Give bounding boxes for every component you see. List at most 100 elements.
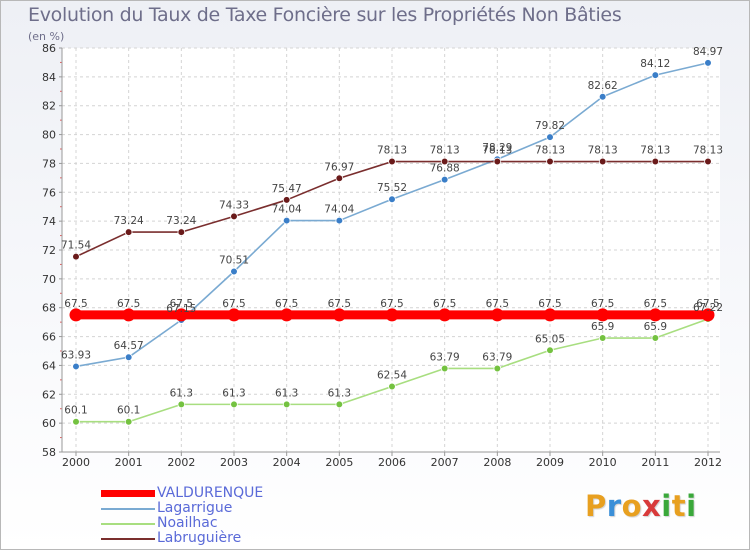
x-tick-label: 2012 [694,456,722,469]
data-point [651,334,660,342]
data-label: 70.51 [219,254,249,266]
data-point [598,92,607,101]
data-point [546,133,554,141]
data-label: 73.24 [166,215,196,227]
data-label: 75.52 [377,182,407,194]
data-point [230,212,238,221]
logo-letter: o [621,489,643,523]
data-label: 79.82 [535,120,565,132]
data-label: 67.5 [644,298,667,310]
data-point [332,308,346,322]
x-tick-label: 2002 [167,456,195,469]
data-label: 78.13 [693,145,723,157]
data-label: 60.1 [117,405,140,417]
data-point [704,59,712,67]
data-point [651,71,660,79]
data-point [438,308,452,322]
data-label: 78.13 [430,145,460,157]
data-label: 78.29 [482,142,512,154]
data-point [440,364,449,373]
legend-swatch-valdurenque [101,490,155,497]
data-point [280,308,294,322]
data-label: 63.79 [482,351,512,363]
data-point [704,157,712,166]
data-label: 78.13 [588,145,618,157]
legend-swatch-lagarrigue [101,507,155,510]
data-point [388,157,396,166]
legend-item-lagarrigue[interactable]: Lagarrigue [101,501,263,516]
y-tick-label: 66 [42,331,56,344]
y-unit-label: (en %) [28,30,65,43]
logo-letter: t [671,489,687,523]
legend-swatch-labruguiere [101,537,155,540]
data-point [72,417,80,426]
data-label: 61.3 [275,387,298,399]
data-label: 74.33 [219,199,249,211]
y-tick-label: 76 [42,186,56,199]
y-tick-label: 74 [42,215,56,228]
data-label: 63.93 [61,349,91,361]
legend-item-labruguiere[interactable]: Labruguière [101,531,263,546]
data-point [388,195,396,204]
data-label: 84.12 [640,58,670,70]
data-label: 82.62 [588,80,618,92]
legend-item-noailhac[interactable]: Noailhac [101,516,263,531]
data-label: 67.5 [486,298,509,310]
logo-letter: i [661,489,672,523]
x-tick-label: 2007 [431,456,459,469]
data-label: 78.13 [535,145,565,157]
data-point [227,308,241,322]
data-point [490,308,504,322]
data-label: 67.5 [433,298,456,310]
data-point [124,228,133,236]
data-label: 67.5 [170,298,193,310]
x-tick-label: 2005 [325,456,353,469]
data-point [648,308,662,322]
y-tick-label: 62 [42,388,56,401]
data-point [124,417,133,426]
data-point [72,362,80,371]
data-label: 78.13 [640,145,670,157]
logo-letter: i [686,489,697,523]
data-label: 74.04 [324,204,354,216]
data-point [385,308,399,322]
data-point [335,174,344,183]
data-point [230,267,238,276]
data-point [69,308,83,322]
data-label: 65.9 [591,321,614,333]
y-tick-label: 64 [42,359,56,372]
data-label: 62.54 [377,369,407,381]
data-label: 67.5 [591,298,614,310]
data-label: 67.5 [64,298,87,310]
data-point [174,308,188,322]
y-tick-label: 84 [42,71,56,84]
data-label: 78.13 [377,145,407,157]
legend-label-noailhac: Noailhac [157,515,218,531]
data-point [651,157,660,166]
data-label: 65.05 [535,333,565,345]
legend-label-lagarrigue: Lagarrigue [157,500,233,516]
data-label: 67.22 [693,302,723,314]
data-label: 67.5 [328,298,351,310]
data-point [388,382,396,391]
data-label: 76.88 [430,163,460,175]
data-point [493,157,502,166]
data-label: 75.47 [272,183,302,195]
y-tick-label: 70 [42,273,56,286]
legend: VALDURENQUE Lagarrigue Noailhac Labrugui… [101,486,263,546]
data-point [282,400,291,409]
y-tick-label: 82 [42,100,56,113]
legend-label-valdurenque: VALDURENQUE [157,485,264,501]
legend-item-valdurenque[interactable]: VALDURENQUE [101,486,263,501]
data-label: 61.3 [328,387,351,399]
data-label: 74.04 [272,204,302,216]
data-point [543,308,557,322]
data-label: 67.5 [275,298,298,310]
logo-letter: x [642,489,662,523]
data-label: 61.3 [170,387,193,399]
data-label: 65.9 [644,321,667,333]
data-point [122,308,136,322]
data-label: 71.54 [61,240,91,252]
x-tick-label: 2011 [641,456,669,469]
